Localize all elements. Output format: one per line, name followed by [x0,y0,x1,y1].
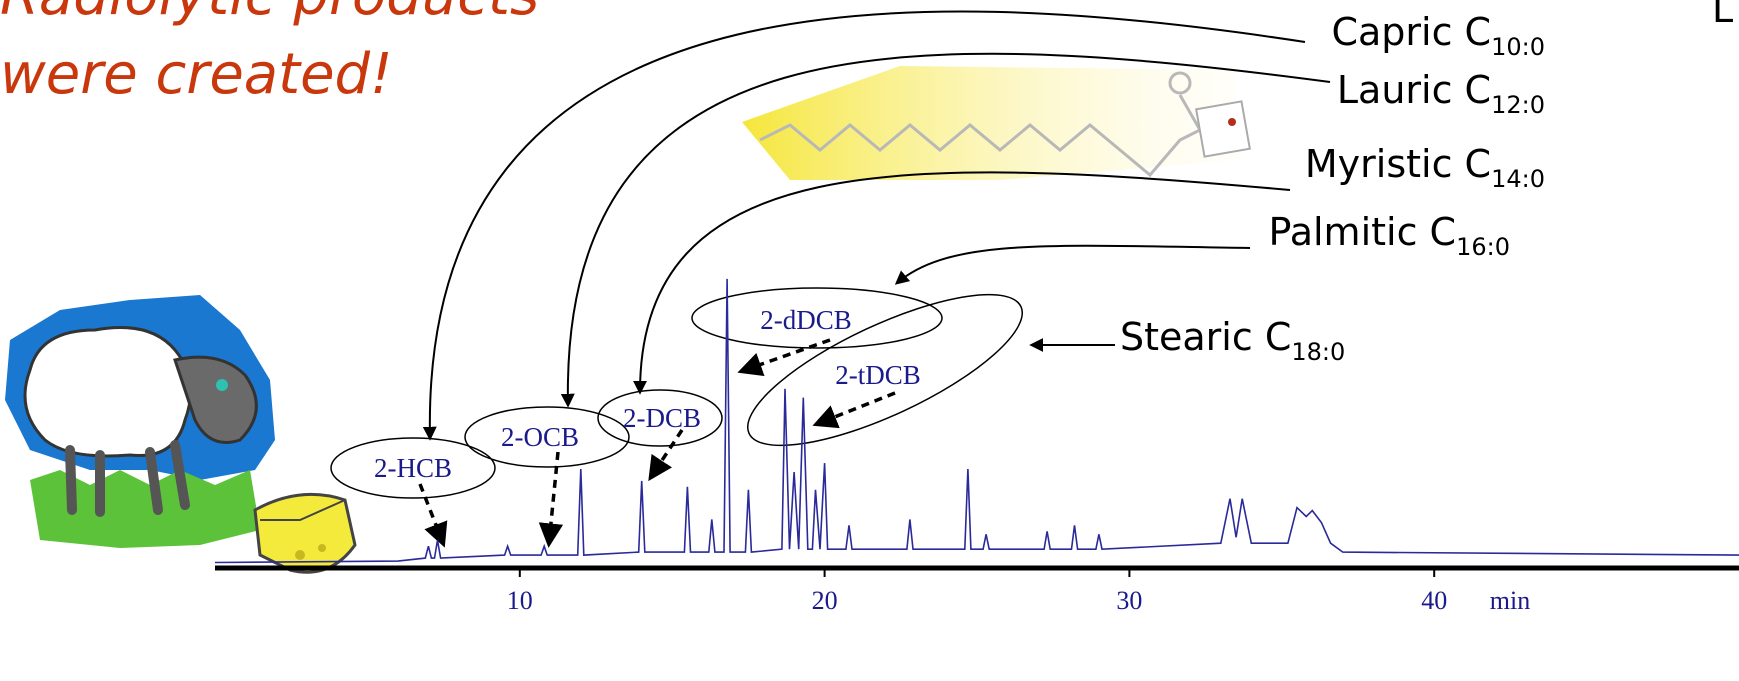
grass [30,470,260,548]
cheese-edge [260,499,346,521]
dashed-arrow [648,429,684,482]
arrow [422,10,1306,441]
compound-label: 2-tDCB [835,360,921,390]
acid-label: Myristic C14:0 [1305,142,1545,193]
cheese [253,492,357,574]
acid-name: Palmitic C [1269,210,1457,254]
compound-label: 2-dDCB [760,305,852,335]
title-line: Radiolytic products [0,0,539,28]
molecule-glow [742,66,1240,180]
compound-ellipse [746,293,1024,447]
acid-label: Palmitic C16:0 [1269,210,1511,261]
acid-label: Stearic C18:0 [1120,315,1345,366]
x-tick-label: 20 [812,586,838,615]
arrow [633,171,1291,395]
acid-name: Lauric C [1337,68,1491,112]
acid-name: Capric C [1331,10,1491,54]
compound-ellipse [464,406,630,468]
sheep-eye [216,379,228,391]
acid-subscript: 10:0 [1491,33,1545,61]
trace [214,278,1739,564]
x-tick-label: 40 [1421,586,1447,615]
x-tick-label: 10 [507,586,533,615]
corner-letter: L [1712,0,1733,31]
compound-label: 2-HCB [374,453,452,483]
compound-label: 2-OCB [501,422,579,452]
x-axis-label: min [1490,586,1530,615]
chromatogram: 10 20 30 40 min [214,278,1739,615]
cheese-hole [318,544,326,552]
compound-ellipse [597,389,723,447]
sheep-body [23,326,193,458]
title-line: were created! [0,42,393,107]
arrow [560,52,1331,408]
cheese-hole [295,550,305,560]
dashed-arrow [538,451,564,548]
arrow [894,244,1251,285]
acid-name: Myristic C [1305,142,1491,186]
acid-subscript: 14:0 [1491,165,1545,193]
molecule-icon-dot [1228,118,1236,126]
compound-label: 2-DCB [623,403,701,433]
dashed-arrow [418,483,448,548]
acid-subscript: 18:0 [1291,338,1345,366]
molecule-icon [1195,100,1251,158]
molecule-oxygen [1168,71,1192,95]
acid-subscript: 12:0 [1491,91,1545,119]
sheep-legs [65,440,190,517]
compound-ellipse [691,287,943,349]
acid-name: Stearic C [1120,315,1291,359]
acid-label: Lauric C12:0 [1337,68,1545,119]
acid-subscript: 16:0 [1456,233,1510,261]
acid-label: Capric C10:0 [1331,10,1545,61]
sheep-head [173,355,258,444]
compound-ellipse [330,437,496,499]
dashed-arrow [737,338,831,377]
x-tick-label: 30 [1116,586,1142,615]
molecule-chain [759,94,1203,178]
